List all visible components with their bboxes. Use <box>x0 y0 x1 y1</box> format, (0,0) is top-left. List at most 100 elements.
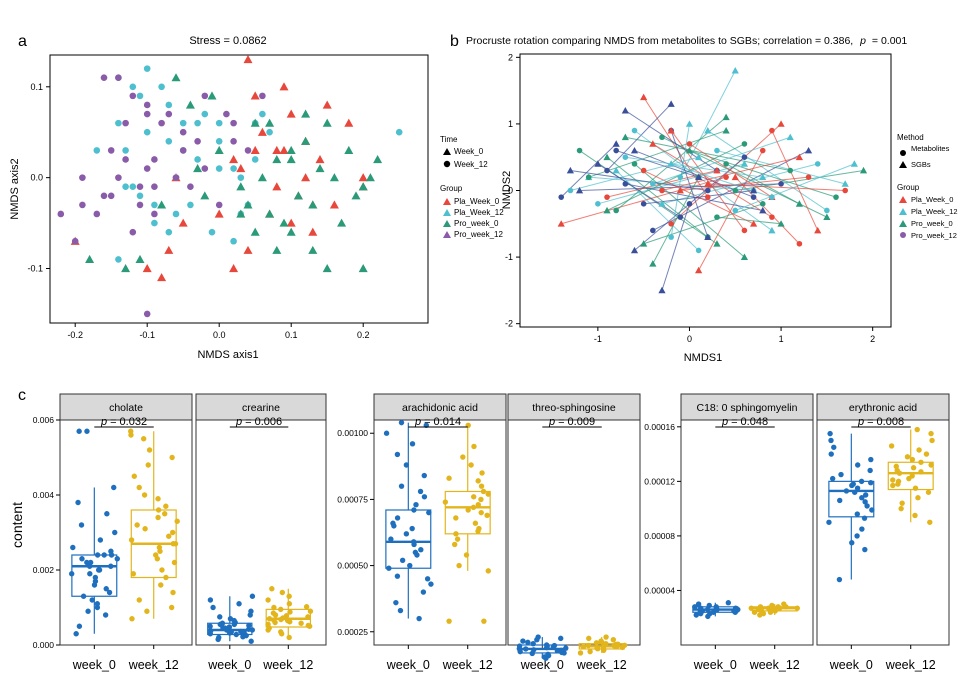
legend-triangle-icon <box>899 196 907 203</box>
y-tick-label: 2 <box>508 52 513 62</box>
data-point <box>115 256 122 263</box>
data-point-week-0 <box>222 625 228 631</box>
sgb-point <box>603 206 611 214</box>
data-point-week-0 <box>108 548 114 554</box>
metabolite-point <box>686 141 693 147</box>
data-point-week-0 <box>104 511 110 517</box>
x-tick-label: week_0 <box>693 658 737 672</box>
metabolite-point <box>732 207 739 214</box>
procrustes-segment <box>661 203 690 291</box>
metabolite-point <box>814 161 821 167</box>
data-point <box>201 165 209 172</box>
data-point-week-0 <box>219 620 226 626</box>
data-point <box>301 109 311 118</box>
data-point-week-12 <box>284 617 291 624</box>
panel-b-legend-g2: Pro_week_0 <box>911 219 953 228</box>
data-point-week-12 <box>169 454 175 461</box>
data-point <box>286 145 296 154</box>
procrustes-segment <box>570 156 699 191</box>
panel-a-legend-g3: Pro_week_12 <box>454 230 503 239</box>
data-point-week-12 <box>929 437 935 444</box>
data-point-week-0 <box>207 597 214 603</box>
panel-c-ylabel: content <box>9 502 25 548</box>
procrustes-segment <box>716 216 782 225</box>
data-point-week-0 <box>826 519 832 525</box>
data-point-week-0 <box>92 578 99 584</box>
metabolite-point <box>595 201 601 207</box>
metabolite-point <box>805 174 812 180</box>
data-point <box>358 182 368 191</box>
metabolite-point <box>704 187 711 194</box>
x-tick-label: 0.2 <box>357 330 370 340</box>
data-point <box>286 218 296 227</box>
data-point <box>100 74 108 82</box>
data-point <box>115 74 122 82</box>
data-point-week-0 <box>837 497 843 504</box>
data-point-week-12 <box>158 582 164 588</box>
panel-a-legend-g2: Pro_week_0 <box>454 219 499 228</box>
facet-title: erythronic acid <box>849 402 917 414</box>
data-point-week-0 <box>89 597 95 603</box>
data-point <box>179 128 187 136</box>
data-point <box>115 174 122 181</box>
data-point <box>143 110 151 118</box>
data-point <box>279 218 289 227</box>
y-tick-label: 0.1 <box>30 82 43 92</box>
data-point-week-12 <box>146 447 153 453</box>
data-point-week-12 <box>755 606 761 613</box>
data-point-week-0 <box>216 634 222 641</box>
legend-triangle-icon <box>899 220 907 227</box>
x-tick-label: week_0 <box>386 658 430 672</box>
data-point <box>151 183 158 191</box>
data-point-week-0 <box>698 605 704 611</box>
data-point-week-0 <box>855 462 861 468</box>
data-point-week-0 <box>388 536 394 542</box>
metabolite-point <box>576 147 583 154</box>
data-point <box>143 65 151 72</box>
data-point-week-12 <box>915 495 921 501</box>
sgb-point <box>695 153 703 161</box>
data-point <box>265 118 275 127</box>
data-point <box>187 201 194 209</box>
data-point <box>79 201 86 209</box>
data-point-week-12 <box>286 593 292 599</box>
data-point-week-0 <box>70 544 76 551</box>
data-point-week-12 <box>895 478 902 485</box>
metabolite-point <box>613 207 619 214</box>
data-point <box>272 145 282 154</box>
data-point-week-12 <box>159 567 165 573</box>
data-point <box>179 147 187 154</box>
y-tick-label: 0 <box>508 186 513 196</box>
data-point-week-0 <box>97 537 104 543</box>
data-point-week-12 <box>168 604 175 611</box>
procrustes-segment <box>561 176 727 225</box>
data-point-week-12 <box>156 544 163 551</box>
sgb-point <box>859 166 868 174</box>
p-symbol: p <box>235 416 242 428</box>
data-point-week-0 <box>428 581 434 587</box>
data-point-week-0 <box>869 507 875 513</box>
x-tick-label: 2 <box>870 334 875 344</box>
procrustes-segment <box>716 150 846 185</box>
legend-circle-icon <box>900 232 906 238</box>
data-point-week-0 <box>75 499 81 506</box>
data-point <box>142 263 152 273</box>
data-point <box>322 118 332 127</box>
data-point-week-12 <box>286 601 293 607</box>
data-point-week-12 <box>893 463 899 470</box>
data-point <box>230 119 237 127</box>
metabolite-point <box>723 174 729 180</box>
data-point-week-12 <box>472 520 479 526</box>
data-point-week-0 <box>94 604 101 611</box>
metabolite-point <box>604 167 610 174</box>
data-point-week-0 <box>94 552 101 558</box>
data-point-week-12 <box>910 465 917 471</box>
metabolite-point <box>622 154 629 161</box>
data-point-week-12 <box>451 541 458 548</box>
data-point-week-0 <box>108 563 114 569</box>
data-point-week-12 <box>270 610 277 616</box>
legend-triangle-icon <box>443 209 451 216</box>
data-point <box>286 154 296 164</box>
data-point <box>200 191 210 200</box>
